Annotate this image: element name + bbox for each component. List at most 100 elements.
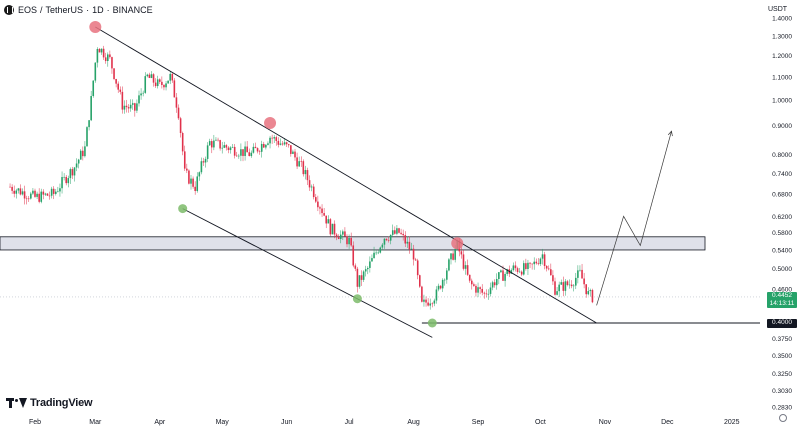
x-tick-label: Aug — [407, 419, 420, 426]
candle-body — [539, 258, 542, 265]
candle-body — [17, 188, 20, 191]
candle — [258, 149, 261, 155]
candle — [568, 279, 571, 289]
candle — [48, 191, 51, 200]
y-tick-label: 1.1000 — [772, 74, 792, 81]
candle-body — [466, 265, 469, 275]
candle — [154, 78, 157, 88]
candle — [142, 90, 144, 97]
candle-body — [246, 146, 248, 153]
candle-body — [175, 97, 178, 108]
candle-body — [98, 48, 101, 53]
candle — [410, 242, 413, 250]
candle — [269, 135, 271, 149]
candle-body — [279, 143, 282, 145]
candle — [229, 146, 232, 154]
candle — [333, 220, 336, 239]
candle — [346, 234, 348, 248]
y-tick-label: 0.7400 — [772, 171, 792, 178]
tradingview-logo[interactable]: TradingView — [6, 397, 93, 409]
candle-body — [113, 68, 115, 80]
y-tick-label: 0.9000 — [772, 123, 792, 130]
candle — [140, 88, 142, 100]
candle — [504, 272, 506, 287]
candle-body — [364, 269, 367, 272]
candle — [396, 225, 398, 236]
candle — [545, 265, 548, 272]
candle — [587, 287, 590, 296]
candle — [406, 236, 409, 248]
candle — [104, 52, 107, 64]
candle — [339, 230, 342, 244]
candle — [412, 244, 415, 266]
candle — [552, 270, 554, 286]
candle — [107, 52, 109, 67]
candle — [260, 140, 263, 158]
candle-body — [48, 195, 51, 197]
pair-label: TetherUS — [45, 5, 84, 15]
candle — [79, 149, 82, 160]
candle-body — [537, 263, 540, 265]
candle — [221, 141, 223, 154]
candle-body — [354, 265, 357, 269]
candle — [312, 183, 315, 200]
currency-label[interactable]: USDT — [768, 6, 788, 13]
candle — [227, 146, 230, 154]
swing-high-marker — [451, 237, 464, 250]
candle-body — [387, 240, 390, 241]
candle — [527, 259, 529, 276]
candle — [452, 250, 454, 261]
candle — [350, 232, 352, 247]
candle — [163, 84, 165, 91]
support-price-tag: 0.4000 — [767, 319, 797, 328]
candle — [562, 276, 565, 297]
candle-body — [429, 303, 431, 306]
current-price-tag: 0.4452 14:13:11 — [767, 292, 797, 308]
candle — [281, 141, 284, 146]
candle — [431, 302, 434, 308]
candle — [302, 159, 305, 177]
candle-body — [196, 176, 199, 191]
candle — [383, 238, 386, 249]
candle-body — [356, 268, 359, 287]
candle — [364, 265, 367, 277]
candle — [498, 271, 500, 285]
candle-body — [327, 219, 330, 224]
candle-body — [19, 188, 22, 195]
candle — [429, 298, 431, 310]
candle — [531, 263, 533, 270]
candle-body — [227, 147, 230, 151]
candle — [111, 56, 113, 74]
candle-body — [431, 303, 434, 305]
candle-body — [142, 92, 144, 94]
candle-body — [285, 142, 288, 145]
candle-body — [79, 150, 82, 160]
candle-body — [265, 144, 267, 148]
candle — [558, 281, 560, 298]
candle — [175, 92, 178, 113]
y-tick-label: 0.5000 — [772, 266, 792, 273]
candle — [115, 78, 117, 88]
candle — [381, 242, 384, 251]
candle-body — [281, 143, 284, 145]
candle-body — [344, 231, 346, 237]
settings-gear-icon[interactable] — [779, 414, 787, 422]
candle — [421, 285, 423, 303]
swing-low-marker — [178, 204, 188, 214]
candle-body — [404, 235, 407, 244]
candle-body — [140, 93, 142, 96]
candle-body — [25, 198, 28, 200]
x-tick-label: Mar — [89, 419, 102, 426]
candle — [329, 218, 332, 237]
candle — [462, 249, 465, 271]
candle — [525, 258, 527, 271]
candle — [252, 143, 255, 154]
candle — [300, 156, 303, 167]
candle — [514, 261, 517, 272]
candle — [161, 76, 163, 89]
candle-body — [190, 178, 192, 184]
candle-body — [479, 287, 481, 289]
candle-body — [67, 178, 70, 184]
candle — [196, 172, 199, 193]
